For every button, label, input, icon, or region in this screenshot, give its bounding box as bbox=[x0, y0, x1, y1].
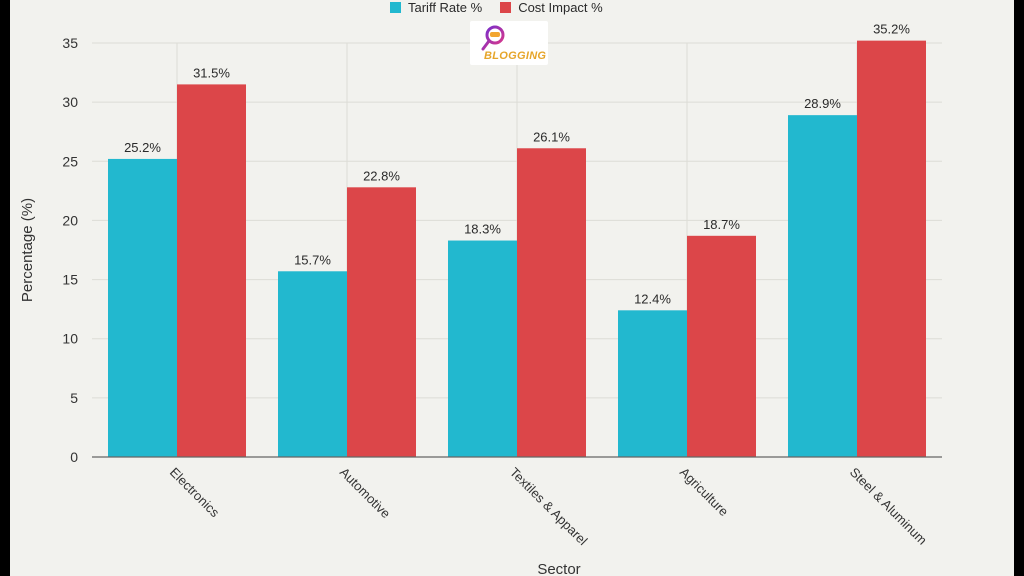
bar-tariff-rate bbox=[788, 115, 857, 457]
data-label: 12.4% bbox=[634, 291, 671, 306]
y-tick-label: 30 bbox=[62, 94, 78, 110]
y-tick-label: 35 bbox=[62, 35, 78, 51]
logo-text: BLOGGING bbox=[484, 50, 547, 62]
x-tick-label: Textiles & Apparel bbox=[507, 465, 591, 549]
y-tick-label: 5 bbox=[70, 390, 78, 406]
data-label: 18.7% bbox=[703, 217, 740, 232]
legend-swatch-cost-impact bbox=[500, 1, 512, 13]
x-tick-label: Automotive bbox=[337, 465, 394, 522]
data-label: 28.9% bbox=[804, 96, 841, 111]
y-tick-label: 0 bbox=[70, 449, 78, 465]
y-tick-label: 20 bbox=[62, 212, 78, 228]
data-label: 18.3% bbox=[464, 222, 501, 237]
y-axis-title: Percentage (%) bbox=[19, 198, 36, 302]
bar-chart: 0 5 10 15 20 25 30 35 25.2% 15.7% 18.3% 12.4% 28.9% 3… bbox=[19, 22, 942, 576]
data-label: 25.2% bbox=[124, 140, 161, 155]
data-label: 26.1% bbox=[533, 129, 570, 144]
legend-item-tariff-rate[interactable]: Tariff Rate % bbox=[390, 0, 482, 15]
magnifier-logo-icon bbox=[481, 25, 505, 51]
data-label: 22.8% bbox=[363, 168, 400, 183]
bar-tariff-rate bbox=[448, 240, 517, 457]
y-tick-label: 25 bbox=[62, 153, 78, 169]
legend-label-tariff-rate: Tariff Rate % bbox=[408, 0, 483, 15]
data-label: 35.2% bbox=[873, 22, 910, 37]
legend-label-cost-impact: Cost Impact % bbox=[518, 0, 603, 15]
legend-swatch-tariff-rate bbox=[390, 1, 401, 13]
blogging-logo: BLOGGING bbox=[470, 21, 548, 65]
bar-tariff-rate bbox=[618, 310, 687, 457]
chart-frame: Tariff Rate % Cost Impact % 0 5 10 15 20 25 30… bbox=[10, 0, 1014, 576]
x-tick-label: Steel & Aluminum bbox=[847, 465, 930, 548]
bar-cost-impact bbox=[687, 235, 756, 457]
bar-cost-impact bbox=[347, 187, 416, 457]
x-tick-label: Electronics bbox=[167, 465, 223, 521]
bar-tariff-rate bbox=[278, 271, 347, 457]
y-tick-label: 10 bbox=[62, 331, 78, 347]
bar-cost-impact bbox=[857, 40, 926, 458]
x-axis-title: Sector bbox=[537, 561, 580, 576]
bar-cost-impact bbox=[517, 148, 586, 457]
x-tick-label: Agriculture bbox=[677, 465, 732, 520]
y-tick-label: 15 bbox=[62, 272, 78, 288]
bar-cost-impact bbox=[177, 84, 246, 458]
chart-legend: Tariff Rate % Cost Impact % bbox=[390, 0, 603, 15]
data-label: 31.5% bbox=[193, 65, 230, 80]
bar-tariff-rate bbox=[108, 158, 177, 458]
legend-item-cost-impact[interactable]: Cost Impact % bbox=[500, 0, 603, 15]
data-label: 15.7% bbox=[294, 252, 331, 267]
